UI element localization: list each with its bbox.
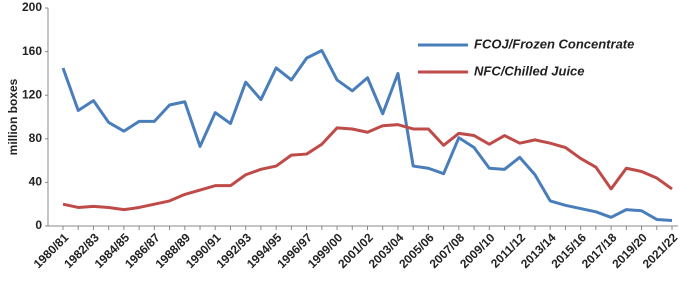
series-line	[61, 49, 673, 223]
y-tick-label: 160	[22, 44, 42, 58]
y-tick-label: 40	[29, 175, 43, 189]
y-tick-label: 120	[22, 87, 42, 101]
legend-label: NFC/Chilled Juice	[474, 63, 585, 78]
series-line	[62, 123, 673, 212]
legend-label: FCOJ/Frozen Concentrate	[474, 36, 634, 51]
y-tick-label: 200	[22, 0, 42, 14]
y-tick-label: 0	[35, 218, 42, 232]
y-tick-label: 80	[29, 131, 43, 145]
y-axis-label: million boxes	[6, 78, 20, 155]
